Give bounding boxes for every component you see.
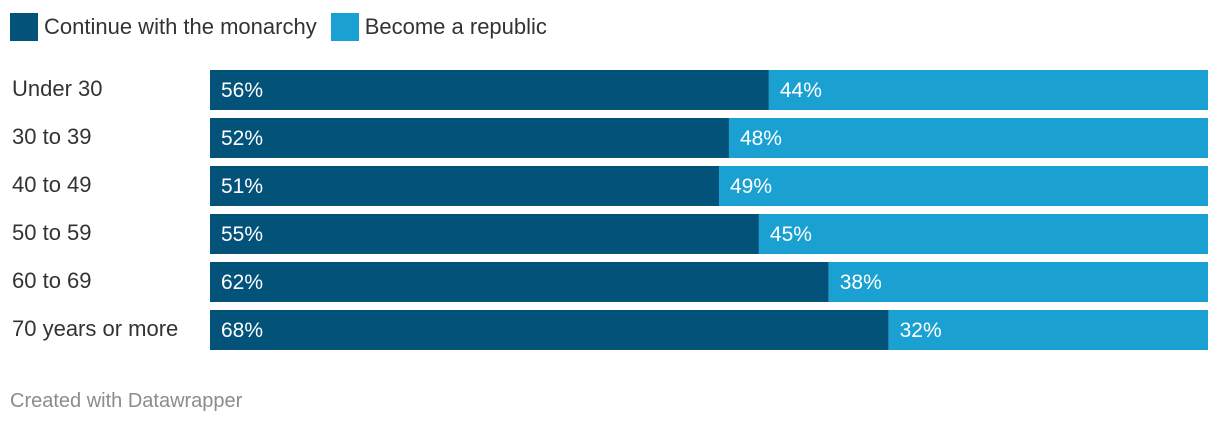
value-label-30-to-39-series-0: 52% [221,127,263,150]
row-label-60-to-69: 60 to 69 [12,268,92,293]
value-label-70-years-or-more-series-0: 68% [221,319,263,342]
footer-credit[interactable]: Created with Datawrapper [10,390,243,412]
bar-60-to-69-series-1 [828,262,1208,302]
row-label-30-to-39: 30 to 39 [12,124,92,149]
bar-50-to-59-series-0 [210,214,759,254]
bar-30-to-39-series-0 [210,118,729,158]
bar-70-years-or-more-series-1 [888,310,1208,350]
row-label-70-years-or-more: 70 years or more [12,316,178,341]
value-label-30-to-39-series-1: 48% [740,127,782,150]
value-label-60-to-69-series-0: 62% [221,271,263,294]
bar-70-years-or-more-series-0 [210,310,889,350]
value-label-under-30-series-1: 44% [780,79,822,102]
row-label-under-30: Under 30 [12,76,103,101]
bar-40-to-49-series-1 [718,166,1208,206]
value-label-60-to-69-series-1: 38% [840,271,882,294]
bar-under-30-series-1 [768,70,1208,110]
legend-label-monarchy: Continue with the monarchy [44,14,317,39]
bar-40-to-49-series-0 [210,166,719,206]
bar-50-to-59-series-1 [758,214,1208,254]
value-label-40-to-49-series-1: 49% [730,175,772,198]
value-label-50-to-59-series-0: 55% [221,223,263,246]
value-label-40-to-49-series-0: 51% [221,175,263,198]
legend-item-republic: Become a republic [330,13,547,41]
bar-30-to-39-series-1 [728,118,1208,158]
value-label-70-years-or-more-series-1: 32% [900,319,942,342]
row-label-40-to-49: 40 to 49 [12,172,92,197]
bar-60-to-69-series-0 [210,262,829,302]
legend-item-monarchy: Continue with the monarchy [10,13,317,41]
legend-swatch-monarchy [10,13,38,41]
bar-under-30-series-0 [210,70,769,110]
legend-label-republic: Become a republic [364,14,547,39]
legend-swatch-republic [330,13,359,41]
value-label-50-to-59-series-1: 45% [770,223,812,246]
row-label-50-to-59: 50 to 59 [12,220,92,245]
legend: Continue with the monarchy Become a repu… [10,12,561,42]
value-label-under-30-series-0: 56% [221,79,263,102]
